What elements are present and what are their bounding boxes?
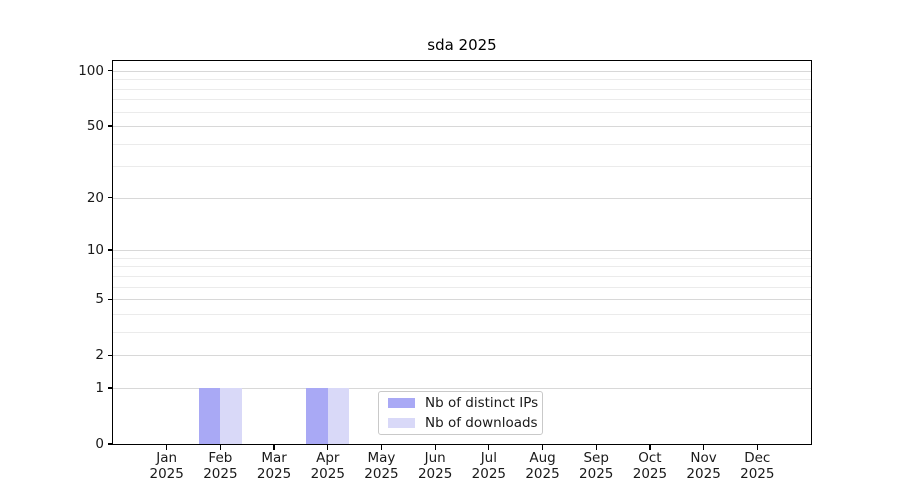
y-tick-label: 0 (95, 436, 104, 452)
y-tick-mark (108, 70, 113, 72)
y-gridline-minor (113, 143, 811, 145)
y-tick-label: 5 (95, 291, 104, 308)
y-tick-mark (108, 125, 113, 127)
plot-area (112, 60, 812, 445)
y-tick-mark (108, 298, 113, 300)
x-tick-mark (488, 445, 490, 450)
y-tick-label: 10 (86, 242, 104, 259)
x-tick-mark (541, 445, 544, 450)
y-tick-mark (108, 443, 113, 445)
y-tick-label: 2 (95, 347, 104, 364)
x-tick-mark (703, 445, 705, 450)
x-tick-label: Feb 2025 (203, 450, 238, 482)
y-gridline-major (113, 197, 811, 199)
y-gridline-minor (113, 257, 811, 259)
y-tick-mark (108, 354, 113, 356)
y-gridline-minor (113, 331, 811, 333)
x-tick-label: Apr 2025 (310, 450, 345, 482)
bar-distinct-ips (306, 387, 328, 444)
y-gridline-major (113, 250, 811, 252)
y-gridline-minor (113, 286, 811, 288)
y-tick-mark (108, 197, 113, 199)
y-gridline-minor (113, 275, 811, 277)
y-gridline-major (113, 126, 811, 128)
x-tick-mark (649, 445, 651, 450)
legend-box: Nb of distinct IPs Nb of downloads (378, 391, 543, 435)
x-tick-label: Aug 2025 (525, 450, 560, 482)
x-tick-label: Jan 2025 (149, 450, 184, 482)
y-tick-label: 100 (78, 62, 104, 79)
x-tick-label: Jun 2025 (417, 450, 453, 482)
y-gridline-minor (113, 111, 811, 113)
distinct-ips-swatch (388, 398, 415, 408)
y-gridline-minor (113, 99, 811, 101)
legend-item-distinct-ips: Nb of distinct IPs (388, 395, 542, 411)
x-tick-label: Sep 2025 (579, 450, 614, 482)
bar-downloads (220, 387, 242, 444)
x-tick-mark (756, 445, 758, 450)
y-tick-mark (108, 387, 113, 389)
x-tick-mark (595, 445, 597, 450)
legend-label-downloads: Nb of downloads (425, 415, 538, 431)
x-tick-label: Oct 2025 (632, 450, 668, 482)
y-gridline-minor (113, 166, 811, 168)
x-tick-mark (166, 445, 168, 450)
y-gridline-minor (113, 88, 811, 90)
y-gridline-minor (113, 313, 811, 315)
downloads-swatch (388, 418, 415, 428)
x-tick-mark (219, 445, 221, 450)
y-gridline-minor (113, 79, 811, 81)
y-tick-mark (108, 249, 113, 251)
y-gridline-minor (113, 266, 811, 268)
bar-downloads (327, 387, 350, 444)
x-tick-mark (434, 445, 436, 450)
x-tick-label: Nov 2025 (686, 450, 721, 482)
y-gridline-major (113, 355, 811, 357)
x-tick-mark (380, 445, 383, 450)
x-tick-label: Dec 2025 (740, 450, 775, 482)
y-tick-label: 50 (86, 118, 104, 135)
legend-label-distinct-ips: Nb of distinct IPs (425, 395, 539, 411)
x-tick-mark (327, 445, 329, 450)
x-tick-label: Jul 2025 (471, 450, 507, 482)
y-gridline-major (113, 387, 811, 389)
x-tick-label: Mar 2025 (256, 450, 292, 482)
bar-distinct-ips (198, 387, 221, 444)
legend-item-downloads: Nb of downloads (388, 415, 542, 431)
y-gridline-major (113, 70, 811, 72)
x-tick-label: May 2025 (364, 450, 399, 482)
y-gridline-major (113, 299, 811, 301)
y-tick-label: 1 (95, 379, 104, 396)
chart-title: sda 2025 (427, 36, 497, 54)
x-tick-mark (273, 445, 275, 450)
y-tick-label: 20 (86, 189, 104, 206)
